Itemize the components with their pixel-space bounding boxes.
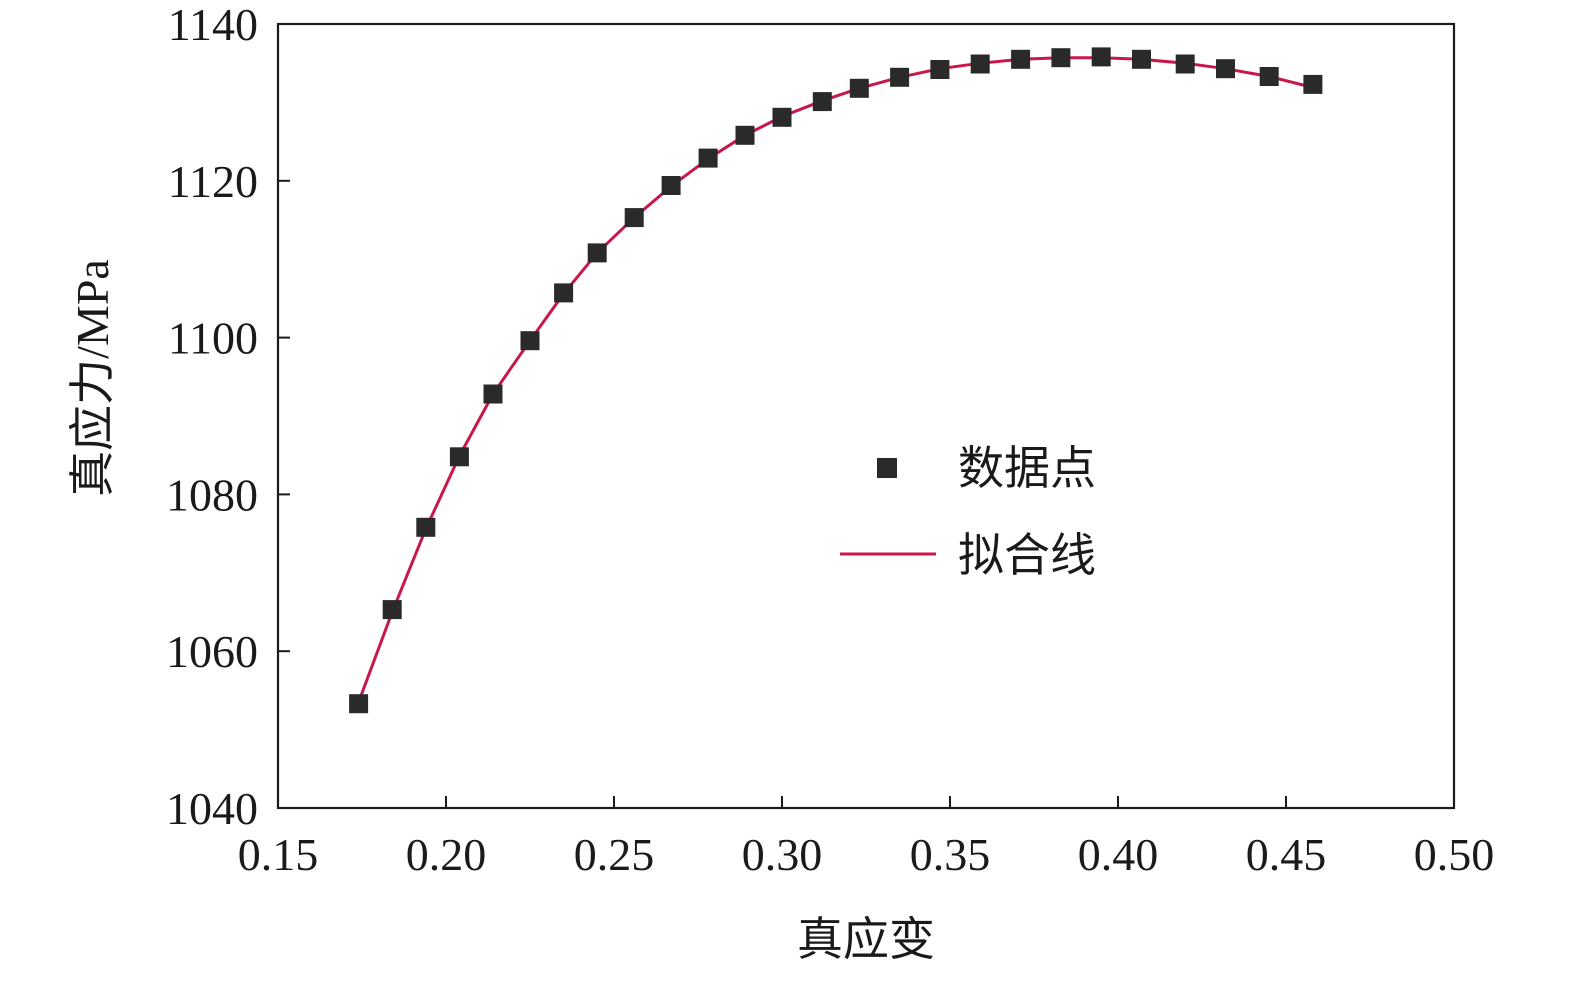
legend-label-data-points: 数据点 xyxy=(958,443,1096,494)
legend-label-fit-line: 拟合线 xyxy=(958,530,1096,581)
x-tick-label: 0.30 xyxy=(742,829,823,880)
x-axis-ticks: 0.15 0.20 0.25 0.30 0.35 0.40 0.45 0.50 xyxy=(238,796,1495,880)
data-point xyxy=(587,243,607,263)
y-axis-ticks: 1040 1060 1080 1100 1120 1140 xyxy=(166,0,290,834)
data-point xyxy=(1259,67,1279,86)
data-point xyxy=(416,517,436,537)
x-tick-label: 0.35 xyxy=(910,829,991,880)
data-point xyxy=(349,694,369,714)
data-point xyxy=(812,92,832,112)
legend-marker-square xyxy=(877,458,897,478)
x-tick-label: 0.40 xyxy=(1078,829,1159,880)
data-point xyxy=(698,148,718,168)
data-point xyxy=(970,54,990,74)
legend: 数据点 拟合线 xyxy=(840,443,1096,581)
data-point xyxy=(1303,74,1323,94)
x-axis-title: 真应变 xyxy=(797,914,935,965)
data-point xyxy=(382,600,402,620)
y-tick-label: 1060 xyxy=(166,626,258,677)
x-tick-label: 0.20 xyxy=(406,829,487,880)
data-point xyxy=(1091,47,1111,67)
data-point xyxy=(735,125,755,145)
x-tick-label: 0.50 xyxy=(1414,829,1495,880)
data-point xyxy=(661,176,681,195)
x-tick-label: 0.15 xyxy=(238,829,319,880)
data-point xyxy=(890,67,910,87)
data-point xyxy=(1175,54,1195,74)
y-tick-label: 1100 xyxy=(168,313,258,364)
y-tick-label: 1080 xyxy=(166,469,258,520)
x-tick-label: 0.25 xyxy=(574,829,655,880)
y-tick-label: 1040 xyxy=(166,783,258,834)
plot-frame xyxy=(276,22,1456,810)
data-point xyxy=(849,78,869,98)
x-tick-label: 0.45 xyxy=(1246,829,1327,880)
data-point-layer xyxy=(349,47,1323,714)
data-point xyxy=(772,107,792,127)
data-point xyxy=(1051,48,1071,68)
data-point xyxy=(520,331,540,351)
y-tick-label: 1140 xyxy=(168,0,258,50)
data-point xyxy=(1011,49,1031,69)
data-point xyxy=(624,208,644,228)
y-axis-title: 真应力/MPa xyxy=(67,259,118,497)
data-point xyxy=(554,283,574,303)
data-point xyxy=(1132,49,1151,69)
data-point xyxy=(930,60,950,79)
data-point xyxy=(1216,59,1235,79)
data-point xyxy=(483,384,503,404)
data-point xyxy=(449,447,469,467)
y-tick-label: 1120 xyxy=(168,156,258,207)
